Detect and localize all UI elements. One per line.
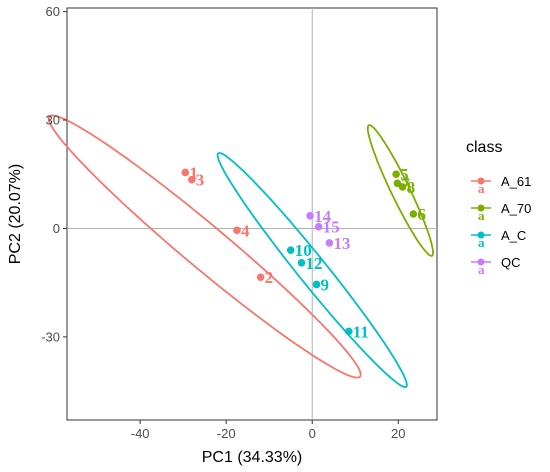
legend-key-glyph-a-70: a (478, 208, 485, 223)
legend-key-glyph-a-61: a (478, 181, 485, 196)
legend-label-a-c: A_C (501, 228, 526, 243)
point-label-4: 4 (241, 221, 250, 240)
y-tick-label: -30 (41, 329, 60, 344)
point-label-9: 9 (321, 275, 330, 294)
point-label-6: 6 (417, 205, 426, 224)
x-tick-label: -40 (131, 426, 150, 441)
x-tick-label: 20 (391, 426, 405, 441)
legend-key-glyph-a-c: a (478, 235, 485, 250)
legend-key-point-qc (477, 258, 485, 266)
point-4 (233, 226, 241, 235)
point-label-15: 15 (323, 218, 340, 237)
data-points (181, 168, 418, 336)
point-2 (256, 273, 265, 282)
point-11 (345, 327, 353, 336)
legend-key-point-a-70 (477, 204, 485, 212)
point-5 (392, 170, 400, 179)
point-label-2: 2 (265, 268, 274, 287)
y-tick-label: 30 (46, 113, 60, 128)
legend-key-point-a-61 (477, 177, 485, 185)
ellipse-a-61 (47, 114, 362, 379)
point-label-3: 3 (196, 171, 205, 190)
point-label-7: 7 (401, 174, 410, 193)
point-6 (409, 210, 418, 218)
x-tick-label: 0 (309, 426, 316, 441)
point-label-8: 8 (407, 178, 416, 197)
legend-key-glyph-qc: a (478, 262, 485, 277)
point-label-11: 11 (353, 322, 369, 341)
point-label-10: 10 (295, 241, 312, 260)
legend-label-a-61: A_61 (501, 174, 531, 189)
x-axis-title: PC1 (34.33%) (202, 449, 303, 466)
y-axis-title: PC2 (20.07%) (7, 164, 24, 265)
legend-label-qc: QC (501, 255, 521, 270)
point-9 (312, 280, 321, 289)
legend-label-a-70: A_70 (501, 201, 531, 216)
y-tick-label: 60 (46, 4, 60, 19)
point-8 (398, 183, 407, 191)
point-14 (306, 212, 314, 220)
legend-key-point-a-c (477, 231, 485, 239)
point-label-12: 12 (305, 254, 322, 273)
point-1 (181, 168, 190, 177)
point-10 (286, 246, 295, 254)
point-label-1: 1 (189, 163, 198, 182)
legend-title: class (466, 139, 502, 156)
legend: class a A_61a A_70a A_Ca QC (466, 139, 531, 277)
axes: -40 -20 0 20 -30 0 30 60 (41, 4, 405, 441)
point-12 (297, 258, 306, 267)
x-tick-label: -20 (217, 426, 236, 441)
point-label-5: 5 (400, 165, 409, 184)
ellipse-a-70 (366, 124, 435, 257)
point-13 (325, 239, 334, 247)
point-label-13: 13 (333, 234, 350, 253)
y-tick-label: 0 (53, 221, 60, 236)
point-15 (314, 222, 323, 231)
point-3 (187, 175, 196, 184)
point-label-14: 14 (314, 207, 332, 226)
